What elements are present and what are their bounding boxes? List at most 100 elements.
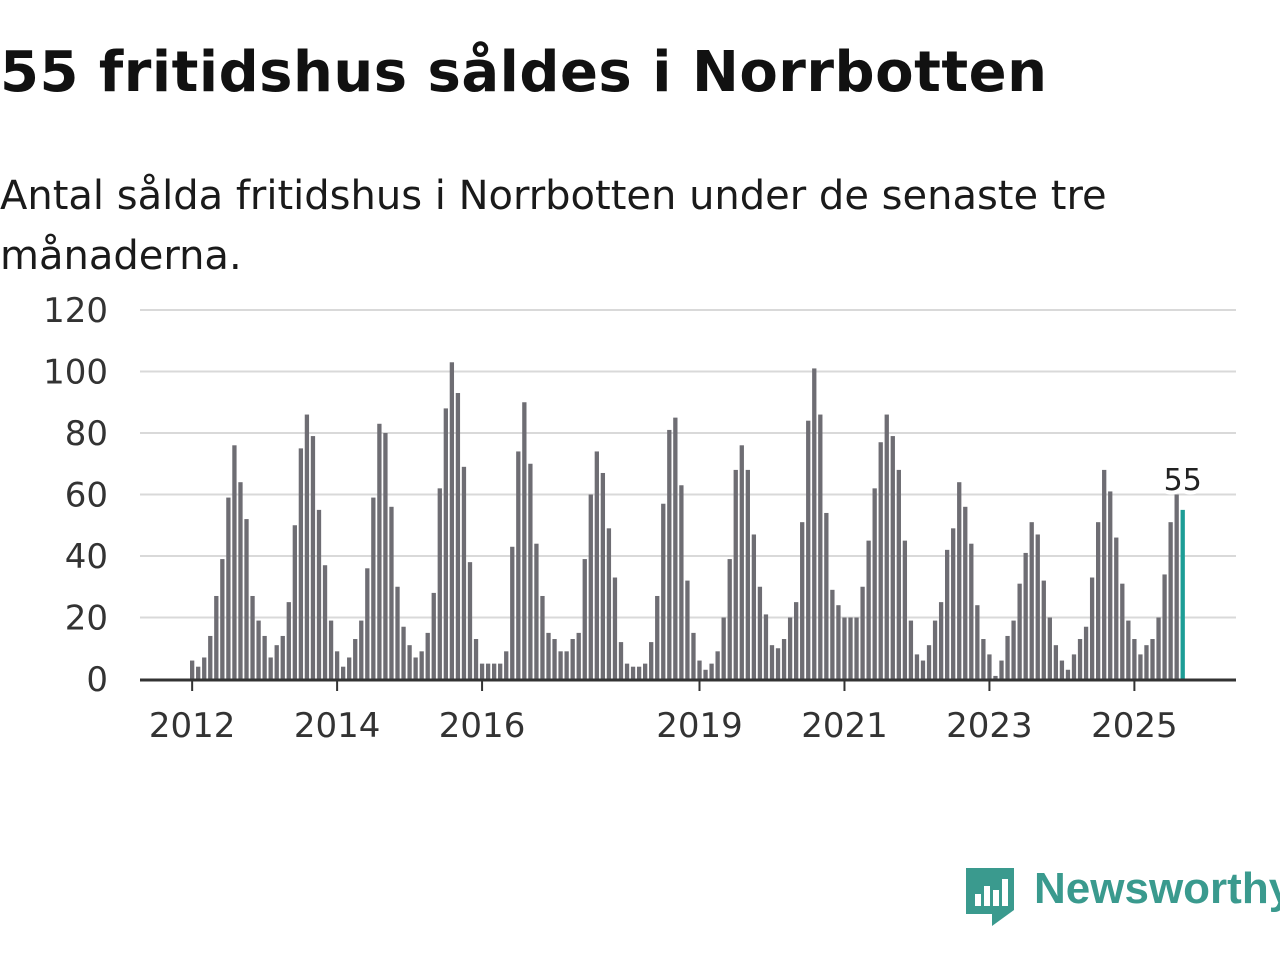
- y-tick-label: 40: [65, 537, 108, 577]
- bar: [957, 482, 962, 679]
- bar: [763, 614, 769, 679]
- bar: [812, 368, 817, 679]
- bar: [938, 602, 944, 680]
- y-tick-label: 80: [65, 414, 108, 454]
- bar: [467, 562, 473, 679]
- bar: [220, 559, 225, 679]
- bar: [286, 602, 291, 680]
- bar: [522, 402, 527, 679]
- bar: [1120, 583, 1125, 679]
- bar: [280, 635, 285, 679]
- x-tick-label: 2023: [946, 706, 1033, 746]
- bar: [485, 663, 491, 680]
- bar: [1071, 654, 1077, 679]
- bar: [492, 663, 497, 680]
- bar: [238, 482, 243, 679]
- bar: [528, 463, 533, 679]
- bar: [999, 660, 1004, 679]
- bar: [437, 488, 442, 679]
- chart-title: 55 fritidshus såldes i Norrbotten: [0, 40, 1048, 105]
- bar: [685, 580, 690, 679]
- bar: [274, 645, 279, 679]
- bar: [558, 651, 563, 679]
- bar: [401, 626, 406, 679]
- bar: [1065, 669, 1071, 679]
- bar: [244, 519, 249, 679]
- bar: [1047, 617, 1052, 679]
- bar: [377, 423, 382, 679]
- bar: [630, 666, 636, 679]
- bar: [830, 589, 835, 679]
- bar: [292, 525, 297, 679]
- bar: [341, 666, 346, 679]
- bar: [208, 635, 213, 679]
- bar: [588, 494, 593, 679]
- bar: [353, 639, 358, 679]
- chart-subtitle: Antal sålda fritidshus i Norrbotten unde…: [0, 173, 1107, 279]
- bar: [981, 639, 986, 679]
- y-tick-label: 0: [86, 660, 108, 700]
- bars: [190, 362, 1185, 680]
- bar: [1156, 617, 1161, 679]
- bar: [643, 663, 648, 680]
- bar: [304, 414, 310, 679]
- bar: [787, 617, 793, 679]
- y-tick-label: 60: [65, 476, 108, 516]
- bar: [594, 451, 599, 679]
- bar: [570, 639, 575, 679]
- bar: [504, 651, 509, 679]
- newsworthy-logo: Newsworthy: [964, 866, 1280, 928]
- bar-chart: 0 20 40 60 80 100 120 2012 2014 2016 2019 2021 2023 2…: [43, 291, 1236, 746]
- bar: [1114, 537, 1119, 679]
- bar: [703, 669, 708, 679]
- bar: [582, 559, 587, 679]
- bar: [667, 429, 672, 679]
- highlight-data-label: 55: [1164, 463, 1202, 498]
- bar: [407, 645, 412, 679]
- bar: [310, 436, 316, 679]
- x-tick-label: 2025: [1091, 706, 1178, 746]
- bar: [673, 417, 678, 680]
- bar: [419, 651, 424, 679]
- bar: [232, 445, 237, 679]
- bar: [624, 663, 630, 680]
- bar: [733, 469, 738, 679]
- bar: [612, 577, 618, 679]
- bar: [890, 436, 895, 679]
- bar: [751, 534, 757, 679]
- bar: [510, 546, 515, 679]
- bar: [479, 663, 485, 680]
- bar: [256, 620, 261, 679]
- bar: [993, 675, 998, 679]
- brand-name: Newsworthy: [1034, 864, 1280, 913]
- bar: [365, 568, 370, 679]
- bar: [800, 522, 805, 679]
- bar: [461, 466, 467, 679]
- y-tick-label: 100: [43, 353, 108, 393]
- bar: [866, 540, 871, 680]
- bar: [926, 645, 932, 679]
- bar: [860, 586, 865, 679]
- bar: [413, 657, 418, 679]
- bar: [854, 617, 859, 679]
- bar: [431, 592, 436, 679]
- gridlines: [140, 309, 1236, 619]
- bar: [1089, 577, 1095, 679]
- bar: [262, 635, 267, 679]
- bar: [214, 595, 219, 679]
- bar: [371, 497, 376, 679]
- bar: [872, 488, 877, 679]
- x-tick-label: 2019: [656, 706, 743, 746]
- bar: [794, 602, 799, 680]
- bar: [655, 595, 660, 679]
- y-tick-label: 20: [65, 599, 108, 639]
- bar: [455, 393, 461, 679]
- bar: [1083, 626, 1089, 679]
- bar: [691, 632, 696, 680]
- bar: [383, 433, 388, 679]
- bar: [1126, 620, 1131, 679]
- bar: [425, 632, 430, 680]
- x-tick-label: 2021: [801, 706, 888, 746]
- bar: [636, 666, 642, 679]
